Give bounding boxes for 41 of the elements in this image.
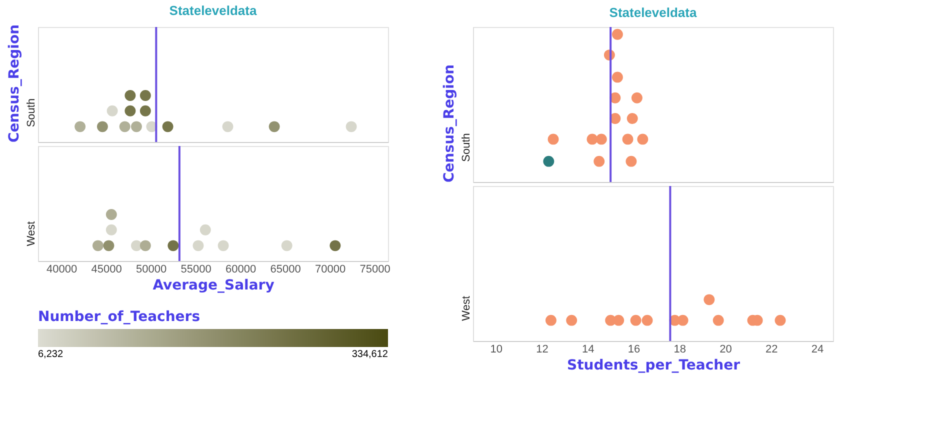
category-label: South bbox=[460, 133, 472, 162]
color-bar-label: 6,232 bbox=[38, 349, 64, 360]
point bbox=[543, 156, 554, 167]
point bbox=[612, 72, 623, 83]
y-axis-title: Census_Region bbox=[6, 24, 22, 142]
x-tick-label: 60000 bbox=[226, 264, 256, 276]
x-tick-label: 20 bbox=[720, 344, 732, 356]
x-tick-label: 24 bbox=[811, 344, 824, 356]
x-axis-title: Average_Salary bbox=[152, 278, 274, 294]
category-label: South bbox=[26, 98, 38, 128]
x-tick-label: 50000 bbox=[136, 264, 167, 276]
point bbox=[596, 134, 607, 145]
x-axis-title: Students_per_Teacher bbox=[567, 358, 740, 374]
category-label: West bbox=[26, 221, 38, 246]
point bbox=[631, 92, 642, 104]
x-tick-label: 22 bbox=[765, 344, 778, 356]
point bbox=[612, 28, 623, 40]
x-tick-label: 18 bbox=[674, 344, 686, 356]
x-tick-label: 65000 bbox=[270, 264, 301, 276]
x-tick-label: 16 bbox=[628, 344, 640, 356]
y-axis-title: Census_Region bbox=[442, 64, 458, 182]
x-tick-label: 70000 bbox=[315, 264, 346, 276]
point bbox=[637, 134, 648, 145]
color-bar-title: Number_of_Teachers bbox=[38, 309, 200, 325]
x-tick-label: 10 bbox=[490, 344, 503, 356]
point bbox=[626, 156, 637, 167]
chart-title: Stateleveldata bbox=[169, 2, 258, 18]
point bbox=[594, 156, 605, 167]
point bbox=[622, 134, 634, 145]
x-tick-label: 14 bbox=[582, 344, 594, 356]
x-tick-label: 40000 bbox=[46, 264, 78, 276]
point bbox=[586, 134, 598, 145]
category-label: West bbox=[460, 296, 472, 321]
point bbox=[626, 113, 638, 124]
point bbox=[548, 134, 559, 145]
chart-title: Stateleveldata bbox=[609, 5, 698, 20]
x-tick-label: 45000 bbox=[91, 264, 122, 276]
x-tick-label: 55000 bbox=[180, 264, 212, 276]
color-bar-label: 334,612 bbox=[352, 349, 388, 360]
x-tick-label: 12 bbox=[536, 344, 548, 356]
x-tick-label: 75000 bbox=[360, 264, 390, 276]
